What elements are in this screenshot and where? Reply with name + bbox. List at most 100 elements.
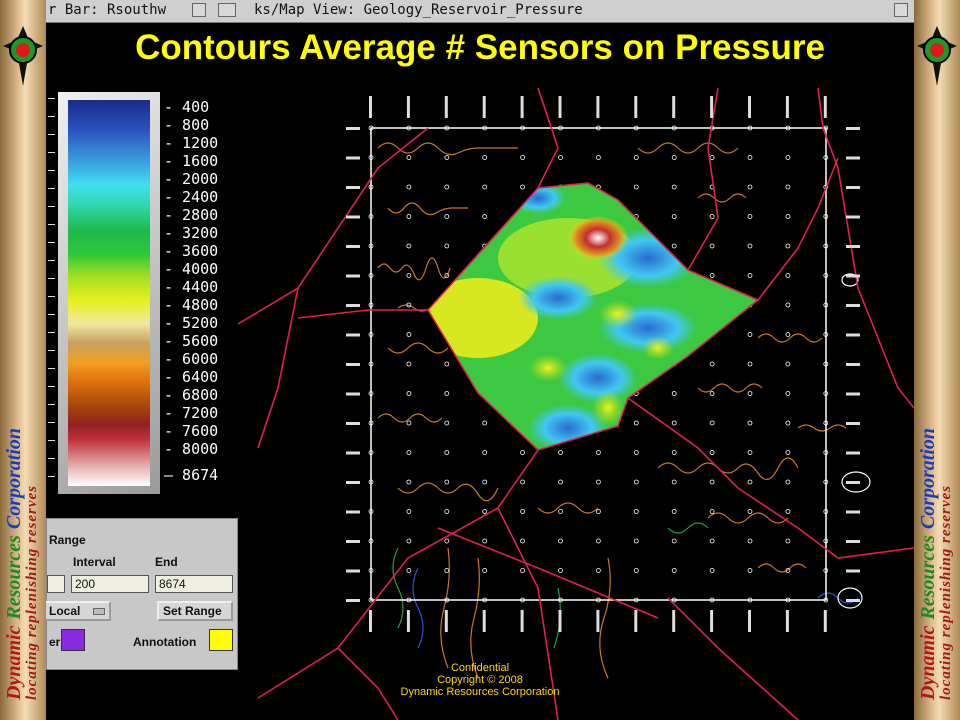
grid-point (482, 568, 488, 573)
grid-point (747, 243, 753, 249)
grid-point (595, 125, 601, 131)
grid-point (747, 391, 753, 396)
grid-point (747, 155, 753, 160)
window-maximize-button[interactable] (894, 3, 908, 17)
grid-point (633, 597, 639, 603)
grid-point (406, 509, 412, 514)
grid-point (671, 450, 677, 455)
grid-point (482, 597, 488, 603)
axis-tick-mark (444, 96, 448, 118)
grid-point (633, 538, 639, 544)
grid-point (406, 450, 412, 455)
side-banner-text: Dynamic Resources Corporation locating rep… (917, 140, 955, 700)
grid-point (558, 509, 563, 514)
axis-tick-mark (346, 599, 360, 602)
grid-point (368, 184, 374, 190)
axis-tick-mark (672, 610, 676, 632)
color-swatch-button[interactable] (61, 629, 85, 651)
axis-tick-mark (823, 96, 827, 118)
window-minimize-button[interactable] (218, 3, 236, 17)
footer-copyright: Copyright © 2008 (437, 674, 523, 686)
grid-point (709, 155, 715, 160)
grid-point (785, 155, 791, 160)
range-mode-label: Local (49, 604, 81, 618)
grid-point (671, 597, 677, 603)
axis-tick-mark (346, 481, 360, 484)
grid-point (633, 450, 639, 455)
grid-point (558, 597, 563, 603)
legend-tick-label: - 800 (164, 116, 210, 134)
window-menu-button[interactable] (192, 3, 206, 17)
grid-point (633, 509, 639, 514)
grid-point (747, 509, 753, 514)
legend-left-mark (48, 278, 55, 279)
legend-tick-label: - 4800 (164, 296, 219, 314)
legend-tick-label: - 8000 (164, 440, 219, 458)
legend-left-mark (48, 332, 55, 333)
grid-point (785, 125, 791, 131)
legend-left-mark (48, 242, 55, 243)
grid-point (368, 302, 374, 308)
axis-tick-mark (785, 96, 789, 118)
set-range-button[interactable]: Set Range (157, 601, 233, 621)
grid-point (406, 391, 412, 396)
grid-point (444, 243, 450, 249)
legend-tick-label: – 8674 (164, 466, 219, 484)
window-title-right: ks/Map View: Geology_Reservoir_Pressure (254, 2, 583, 18)
legend-left-mark (48, 134, 55, 135)
legend-tick-label: - 3200 (164, 224, 219, 242)
grid-point (709, 538, 715, 544)
axis-tick-mark (346, 156, 360, 160)
main-area: r Bar: Rsouthw ks/Map View: Geology_Rese… (46, 0, 914, 720)
grid-point (671, 184, 677, 190)
footer-company: Dynamic Resources Corporation (400, 686, 560, 698)
axis-tick-mark (346, 127, 360, 130)
grid-point (368, 214, 374, 219)
range-mode-select[interactable]: Local (46, 601, 111, 621)
axis-tick-mark (846, 451, 860, 455)
grid-point (785, 479, 791, 485)
axis-tick-mark (558, 96, 562, 118)
grid-point (368, 509, 374, 514)
emblem-icon (917, 26, 957, 86)
grid-point (520, 125, 526, 131)
legend-tick-label: - 4000 (164, 260, 219, 278)
grid-point (520, 568, 526, 573)
grid-point (368, 391, 374, 396)
grid-point (633, 479, 639, 485)
grid-point (595, 479, 601, 485)
end-label: End (155, 555, 178, 569)
end-field[interactable]: 8674 (155, 575, 233, 593)
grid-point (823, 214, 829, 219)
start-field[interactable] (47, 575, 65, 593)
grid-point (671, 538, 677, 544)
grid-point (671, 125, 677, 131)
grid-point (368, 155, 374, 160)
axis-tick-mark (406, 610, 410, 632)
grid-point (406, 568, 412, 573)
grid-point (823, 420, 829, 426)
grid-point (406, 538, 412, 544)
axis-tick-mark (369, 96, 372, 118)
grid-point (444, 391, 450, 396)
grid-point (709, 391, 715, 396)
legend-left-mark (48, 224, 55, 225)
grid-point (671, 155, 677, 160)
grid-point (595, 538, 601, 544)
grid-point (444, 361, 450, 367)
contour-map[interactable] (238, 88, 914, 720)
grid-point (406, 243, 412, 249)
grid-point (747, 479, 753, 485)
axis-tick-mark (346, 422, 360, 425)
axis-tick-mark (346, 363, 360, 366)
annotation-swatch-button[interactable] (209, 629, 233, 651)
grid-point (368, 332, 374, 337)
legend-tick-label: - 1600 (164, 152, 219, 170)
grid-point (368, 479, 374, 485)
legend-tick-label: - 5200 (164, 314, 219, 332)
grid-point (482, 538, 488, 544)
grid-point (368, 125, 374, 131)
legend-left-mark (48, 476, 55, 477)
grid-point (709, 273, 715, 278)
interval-field[interactable]: 200 (71, 575, 149, 593)
